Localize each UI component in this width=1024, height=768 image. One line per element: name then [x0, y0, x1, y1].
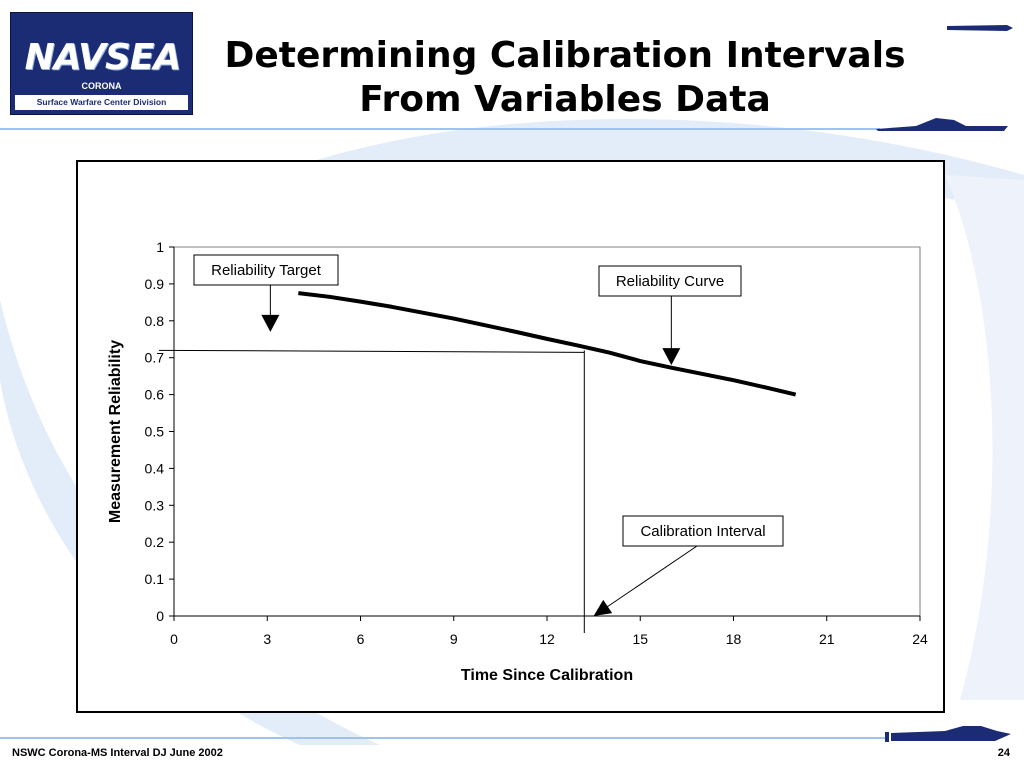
- y-tick-label: 0.2: [145, 534, 165, 550]
- title-line-2: From Variables Data: [359, 79, 771, 120]
- reliability-target-callout-label: Reliability Target: [211, 262, 322, 279]
- y-tick-label: 0.5: [145, 424, 165, 440]
- calibration-interval-callout-box: [622, 515, 784, 547]
- reliability-curve-arrow-head: [662, 348, 681, 366]
- slide-title: Determining Calibration Intervals From V…: [195, 34, 935, 122]
- page-number: 24: [997, 747, 1010, 759]
- x-tick-label: 0: [170, 631, 178, 647]
- footer-rule: [0, 737, 885, 739]
- logo-wordmark: NAVSEA: [24, 37, 182, 78]
- x-tick-label: 3: [263, 631, 271, 647]
- x-tick-label: 24: [912, 631, 928, 647]
- x-tick-label: 6: [357, 631, 365, 647]
- x-tick-label: 12: [539, 631, 555, 647]
- y-tick-label: 0.6: [145, 387, 165, 403]
- y-axis-title: Measurement Reliability: [107, 340, 124, 523]
- y-tick-label: 0.8: [145, 313, 165, 329]
- x-tick-label: 15: [632, 631, 648, 647]
- x-tick-label: 18: [726, 631, 742, 647]
- reliability-chart: 0 0.1 0.2 0.3 0.4 0.5 0.6 0.7 0.8 0.9 1 0 3 6 9 12 15 18 2…: [107, 239, 928, 684]
- y-tick-label: 0.9: [145, 276, 165, 292]
- footer-text: NSWC Corona-MS Interval DJ June 2002: [12, 747, 223, 759]
- header-rule: [0, 128, 880, 130]
- plot-area: [173, 246, 921, 617]
- logo-corona: CORONA: [81, 81, 122, 91]
- calibration-interval-arrow-head: [593, 599, 613, 616]
- calibration-interval-arrow-shaft: [593, 545, 698, 617]
- title-line-1: Determining Calibration Intervals: [224, 35, 906, 76]
- ship-icon-header: [876, 118, 1008, 131]
- reliability-target-arrow-head: [261, 314, 280, 332]
- ship-icon-top: [947, 25, 1013, 31]
- navsea-logo: NAVSEA CORONA Surface Warfare Center Div…: [10, 12, 193, 115]
- x-tick-label: 21: [819, 631, 835, 647]
- y-tick-label: 0: [156, 608, 164, 624]
- logo-division: Surface Warfare Center Division: [15, 95, 188, 110]
- y-tick-label: 0.1: [145, 571, 165, 587]
- reliability-curve-callout-box: [598, 265, 742, 297]
- y-tick-label: 0.7: [145, 350, 165, 366]
- reliability-target-callout-box: [193, 254, 339, 286]
- y-tick-label: 0.3: [145, 497, 165, 513]
- x-axis-title: Time Since Calibration: [461, 667, 633, 684]
- reliability-curve-line: [298, 291, 797, 397]
- reliability-curve-callout-label: Reliability Curve: [616, 273, 724, 290]
- chart-frame: 0 0.1 0.2 0.3 0.4 0.5 0.6 0.7 0.8 0.9 1 0 3 6 9 12 15 18 2…: [76, 160, 945, 713]
- calibration-interval-callout-label: Calibration Interval: [640, 523, 765, 540]
- y-tick-label: 0.4: [145, 460, 165, 476]
- x-tick-label: 9: [450, 631, 458, 647]
- ship-icon-footer: [885, 726, 1011, 742]
- y-tick-label: 1: [156, 239, 164, 255]
- reliability-target-line: [158, 349, 585, 353]
